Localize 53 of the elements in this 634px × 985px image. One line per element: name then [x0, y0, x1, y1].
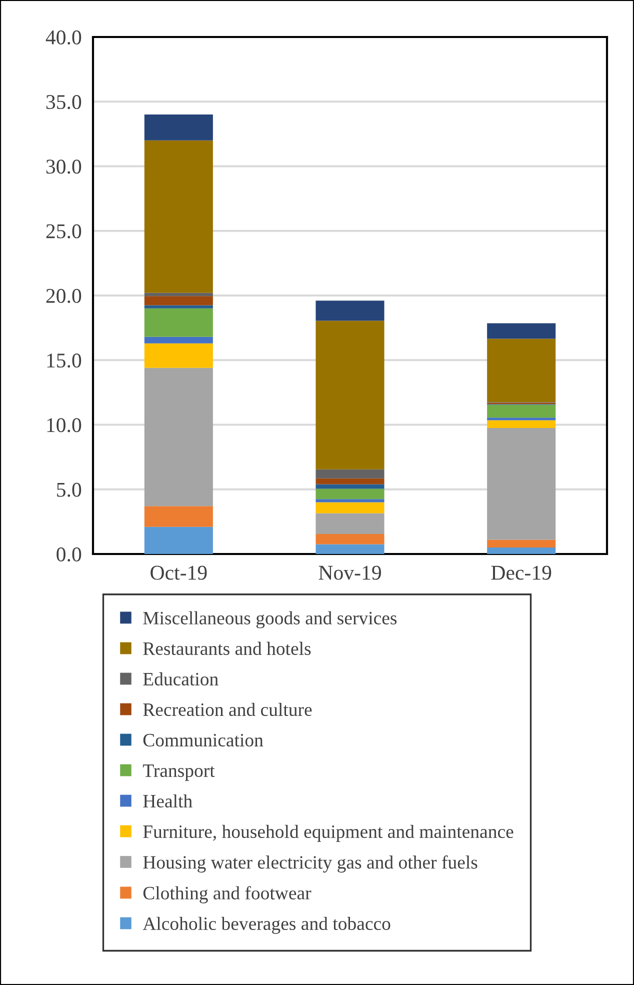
bar: [144, 506, 213, 527]
bar: [144, 368, 213, 506]
legend-label: Communication: [143, 734, 264, 747]
bar: [316, 488, 384, 500]
bar: [316, 502, 384, 514]
bar: [487, 323, 556, 339]
bar: [144, 296, 213, 306]
bar: [316, 534, 384, 544]
y-tick-label: 40.0: [46, 30, 82, 45]
x-tick-label: Nov-19: [318, 566, 381, 580]
bar: [144, 140, 213, 293]
bar: [144, 336, 213, 344]
y-tick-label: 30.0: [46, 160, 82, 174]
bar: [144, 343, 213, 368]
bar: [487, 428, 556, 540]
y-tick-label: 10.0: [47, 418, 82, 432]
y-tick-label: 5.0: [57, 482, 82, 497]
bar: [487, 540, 556, 548]
bar: [316, 499, 384, 502]
bar: [487, 418, 556, 420]
legend-label: Furniture, household equipment and maintenance: [143, 824, 514, 842]
bar: [144, 526, 213, 554]
bar: [487, 338, 556, 402]
legend-label: Recreation and culture: [143, 702, 312, 716]
bar: [144, 292, 213, 296]
y-tick-label: 35.0: [46, 95, 82, 110]
bar: [316, 544, 384, 554]
legend-label: Transport: [142, 764, 215, 781]
bar: [487, 404, 556, 418]
bar: [487, 548, 556, 554]
legend-label: Housing water electricity gas and other fuels: [143, 855, 478, 873]
legend-label: Clothing and footwear: [143, 886, 312, 904]
bar: [316, 469, 384, 478]
y-tick-label: 25.0: [46, 224, 82, 238]
bar: [487, 420, 556, 428]
legend-label: Education: [143, 672, 218, 686]
legend-label: Miscellaneous goods and services: [143, 611, 397, 628]
bar: [144, 114, 213, 140]
bar: [316, 300, 384, 321]
bar: [316, 320, 384, 470]
x-tick-label: Oct-19: [150, 566, 207, 580]
legend-label: Restaurants and hotels: [143, 642, 311, 655]
bar: [316, 513, 384, 534]
y-tick-label: 15.0: [47, 354, 82, 368]
legend-label: Alcoholic beverages and tobacco: [142, 916, 390, 934]
y-tick-label: 20.0: [46, 288, 82, 304]
bar: [144, 308, 213, 337]
y-tick-label: 0.0: [56, 547, 82, 562]
x-tick-label: Dec-19: [491, 566, 552, 580]
bar: [316, 478, 384, 484]
legend-label: Health: [143, 794, 192, 808]
bar: [316, 484, 384, 489]
bar: [144, 305, 213, 308]
